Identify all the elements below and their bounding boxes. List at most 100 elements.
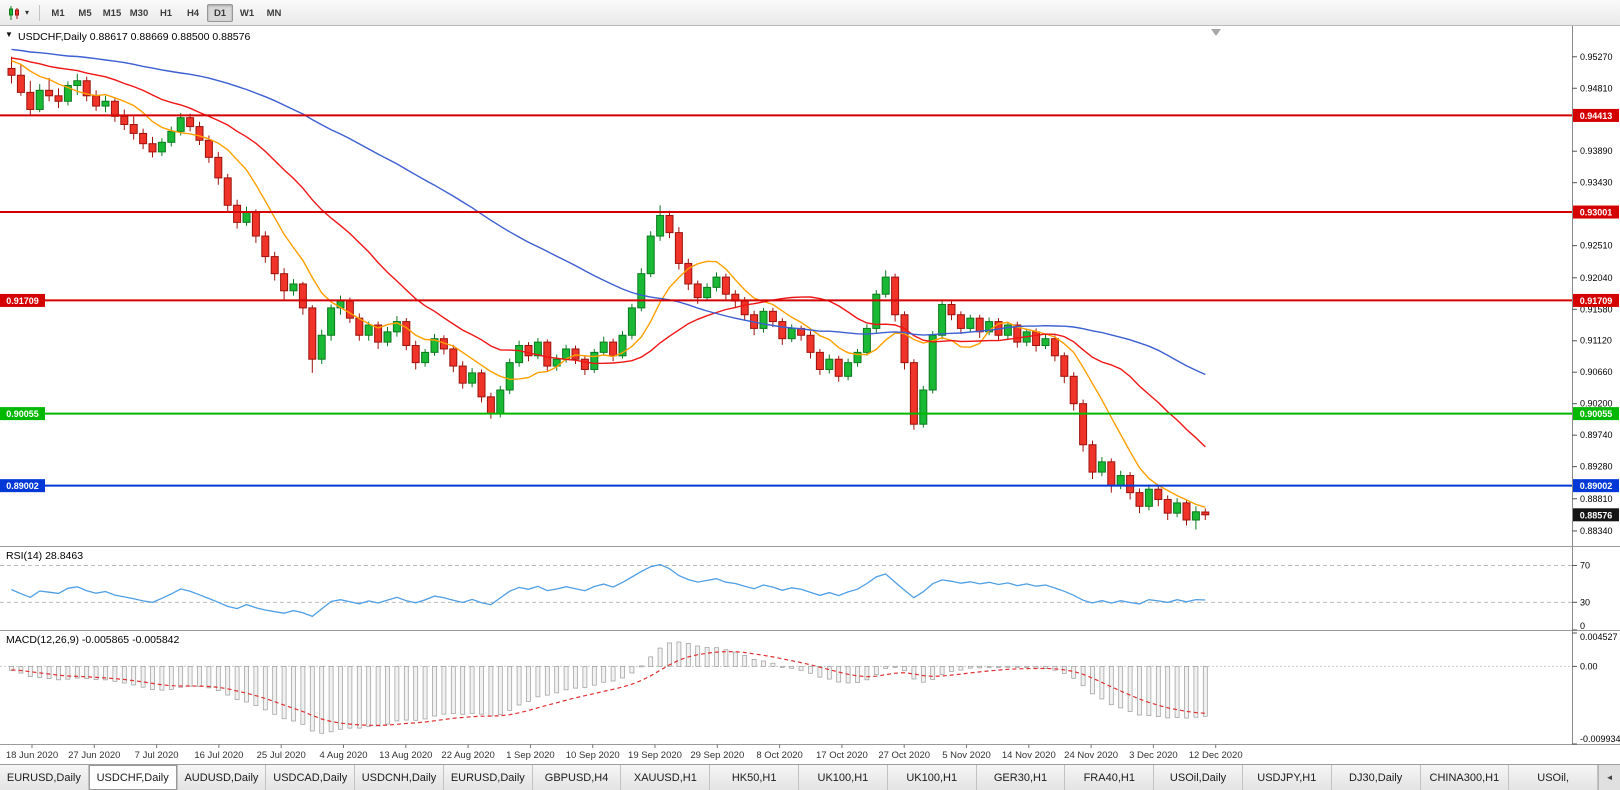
- chart-title: USDCHF,Daily 0.88617 0.88669 0.88500 0.8…: [18, 31, 251, 43]
- chart-tab-usdcad-daily[interactable]: USDCAD,Daily: [266, 765, 356, 790]
- timeframe-buttons: M1 M5 M15 M30 H1 H4 D1 W1 MN: [45, 3, 288, 22]
- timeframe-button-h4[interactable]: H4: [186, 7, 200, 19]
- chart-type-button[interactable]: ▾: [4, 3, 32, 23]
- svg-text:0.91580: 0.91580: [1580, 304, 1613, 314]
- chart-tab-eurusd-daily[interactable]: EURUSD,Daily: [443, 765, 533, 790]
- timeframe-button-m30[interactable]: M30: [129, 7, 149, 19]
- timeframe-button-m1[interactable]: M1: [51, 7, 65, 19]
- date-axis: 18 Jun 2020 27 Jun 2020 7 Jul 2020 16 Jul 2…: [6, 744, 1243, 761]
- svg-text:4 Aug 2020: 4 Aug 2020: [319, 750, 367, 761]
- svg-text:22 Aug 2020: 22 Aug 2020: [441, 750, 494, 761]
- svg-text:29 Sep 2020: 29 Sep 2020: [690, 750, 744, 761]
- medium-ma: [11, 57, 1206, 448]
- svg-text:0.93001: 0.93001: [1580, 208, 1613, 218]
- macd-signal-line: [11, 650, 1206, 727]
- svg-text:14 Nov 2020: 14 Nov 2020: [1002, 750, 1056, 761]
- svg-text:0.93890: 0.93890: [1580, 146, 1613, 156]
- svg-text:0.90055: 0.90055: [1580, 409, 1613, 419]
- svg-text:0.94413: 0.94413: [1580, 111, 1613, 121]
- svg-text:12 Dec 2020: 12 Dec 2020: [1189, 750, 1243, 761]
- chart-tab-audusd-daily[interactable]: AUDUSD,Daily: [177, 765, 267, 790]
- chart-tab-gbpusd-h4[interactable]: GBPUSD,H4: [532, 765, 622, 790]
- svg-text:19 Sep 2020: 19 Sep 2020: [628, 750, 682, 761]
- chart-shift-marker: [1211, 29, 1221, 36]
- svg-text:0.004527: 0.004527: [1580, 632, 1618, 642]
- svg-text:27 Oct 2020: 27 Oct 2020: [878, 750, 930, 761]
- chart-tabs-bar: EURUSD,Daily USDCHF,Daily AUDUSD,Daily USDC…: [0, 764, 1620, 790]
- svg-text:13 Aug 2020: 13 Aug 2020: [379, 750, 432, 761]
- chart-tab-usoil-[interactable]: USOil,: [1509, 765, 1599, 790]
- candlestick-chart-icon: [7, 5, 23, 21]
- svg-text:10 Sep 2020: 10 Sep 2020: [566, 750, 620, 761]
- slow-ma: [11, 48, 1206, 376]
- chart-tab-hk50-h1[interactable]: HK50,H1: [710, 765, 800, 790]
- rsi-line: [11, 563, 1206, 618]
- chart-tab-uk100-h1[interactable]: UK100,H1: [887, 765, 977, 790]
- chart-canvas[interactable]: 0.95270 0.94810 0.93890 0.93430 0.92510 0.920…: [0, 26, 1620, 764]
- svg-text:0.95270: 0.95270: [1580, 52, 1613, 62]
- current-price-label: [1573, 508, 1619, 522]
- moving-average-lines: [11, 48, 1206, 508]
- tabs-scroll-left-button[interactable]: ◄: [1598, 765, 1620, 790]
- svg-text:7 Jul 2020: 7 Jul 2020: [135, 750, 179, 761]
- timeframe-button-w1[interactable]: W1: [239, 7, 255, 19]
- svg-text:0.88810: 0.88810: [1580, 494, 1613, 504]
- chart-tab-china300-h1[interactable]: CHINA300,H1: [1420, 765, 1510, 790]
- svg-text:0.92510: 0.92510: [1580, 241, 1613, 251]
- macd-indicator-label: MACD(12,26,9) -0.005865 -0.005842: [6, 634, 180, 646]
- svg-text:0.93430: 0.93430: [1580, 178, 1613, 188]
- svg-text:0.89280: 0.89280: [1580, 462, 1613, 472]
- rsi-panel: [0, 563, 1572, 618]
- timeframes-toolbar: ▾ M1 M5 M15 M30 H1 H4 D1 W1 MN: [0, 0, 1620, 26]
- chart-tab-uk100-h1[interactable]: UK100,H1: [799, 765, 888, 790]
- svg-text:8 Oct 2020: 8 Oct 2020: [756, 750, 802, 761]
- chart-area[interactable]: 0.95270 0.94810 0.93890 0.93430 0.92510 0.920…: [0, 26, 1620, 764]
- chevron-down-icon: ▾: [25, 8, 30, 17]
- svg-text:16 Jul 2020: 16 Jul 2020: [194, 750, 243, 761]
- chart-tab-usdchf-daily[interactable]: USDCHF,Daily: [88, 765, 178, 790]
- chart-tab-xauusd-h1[interactable]: XAUUSD,H1: [621, 765, 711, 790]
- timeframe-button-mn[interactable]: MN: [266, 7, 282, 19]
- svg-text:0.89002: 0.89002: [1580, 481, 1613, 491]
- svg-text:5 Nov 2020: 5 Nov 2020: [942, 750, 991, 761]
- svg-text:1 Sep 2020: 1 Sep 2020: [506, 750, 555, 761]
- svg-text:0.91709: 0.91709: [6, 296, 39, 306]
- timeframe-button-h1[interactable]: H1: [159, 7, 173, 19]
- timeframe-button-m5[interactable]: M5: [78, 7, 92, 19]
- svg-text:0.90200: 0.90200: [1580, 399, 1613, 409]
- svg-text:0.90055: 0.90055: [6, 409, 39, 419]
- svg-text:0.89002: 0.89002: [6, 481, 39, 491]
- chart-tab-eurusd-daily[interactable]: EURUSD,Daily: [0, 765, 89, 790]
- svg-text:18 Jun 2020: 18 Jun 2020: [6, 750, 58, 761]
- horizontal-level-lines[interactable]: [0, 114, 1572, 487]
- price-axis: 0.95270 0.94810 0.93890 0.93430 0.92510 0.920…: [0, 26, 1620, 745]
- svg-text:70: 70: [1580, 560, 1590, 570]
- timeframe-button-d1[interactable]: D1: [207, 3, 234, 22]
- timeframe-button-m15[interactable]: M15: [102, 7, 122, 19]
- svg-text:0.91709: 0.91709: [1580, 296, 1613, 306]
- chart-tab-fra40-h1[interactable]: FRA40,H1: [1065, 765, 1155, 790]
- svg-text:0.89740: 0.89740: [1580, 430, 1613, 440]
- macd-panel: [0, 641, 1572, 734]
- svg-text:0.94810: 0.94810: [1580, 83, 1613, 93]
- chart-tab-dj30-daily[interactable]: DJ30,Daily: [1331, 765, 1421, 790]
- svg-text:0.00: 0.00: [1580, 661, 1598, 671]
- svg-text:0.90660: 0.90660: [1580, 367, 1613, 377]
- one-click-trading-toggle[interactable]: ▼: [5, 30, 13, 39]
- chart-tab-ger30-h1[interactable]: GER30,H1: [976, 765, 1066, 790]
- svg-text:17 Oct 2020: 17 Oct 2020: [816, 750, 868, 761]
- toolbar-separator: [39, 4, 41, 21]
- chart-tab-usdcnh-daily[interactable]: USDCNH,Daily: [355, 765, 444, 790]
- svg-text:0: 0: [1580, 621, 1585, 631]
- fast-ma: [11, 60, 1206, 508]
- svg-text:25 Jul 2020: 25 Jul 2020: [257, 750, 306, 761]
- svg-text:3 Dec 2020: 3 Dec 2020: [1129, 750, 1178, 761]
- svg-text:27 Jun 2020: 27 Jun 2020: [68, 750, 120, 761]
- chart-tab-usdjpy-h1[interactable]: USDJPY,H1: [1242, 765, 1332, 790]
- svg-text:0.92040: 0.92040: [1580, 273, 1613, 283]
- svg-text:-0.009934: -0.009934: [1580, 734, 1620, 744]
- svg-text:24 Nov 2020: 24 Nov 2020: [1064, 750, 1118, 761]
- chart-tab-usoil-daily[interactable]: USOil,Daily: [1154, 765, 1243, 790]
- svg-text:0.88576: 0.88576: [1580, 510, 1613, 520]
